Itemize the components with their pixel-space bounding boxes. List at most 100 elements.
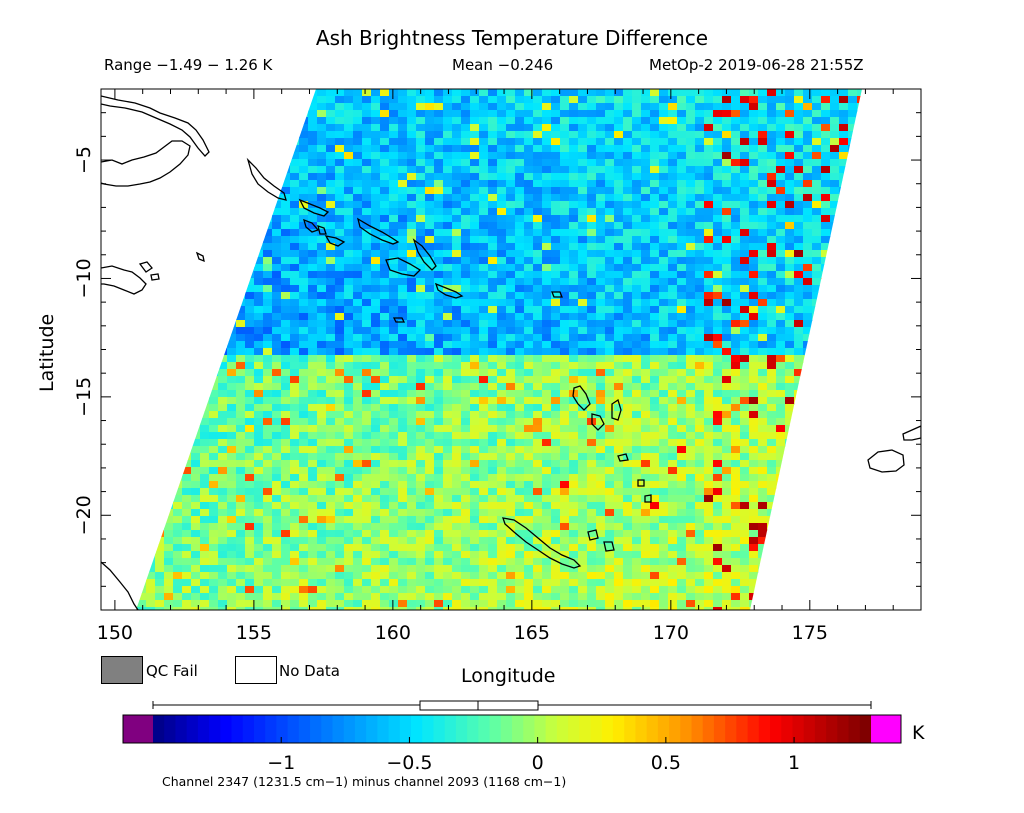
swath-cell	[740, 348, 750, 356]
swath-cell	[866, 425, 876, 433]
swath-cell	[506, 439, 516, 447]
swath-cell	[686, 180, 696, 188]
swath-cell	[596, 117, 606, 125]
swath-cell	[569, 222, 579, 230]
swath-cell	[578, 117, 588, 125]
swath-cell	[461, 215, 471, 223]
swath-cell	[488, 159, 498, 167]
swath-cell	[569, 194, 579, 202]
swath-cell	[209, 383, 219, 391]
swath-cell	[362, 285, 372, 293]
swath-cell	[173, 131, 183, 139]
swath-cell	[155, 439, 165, 447]
swath-cell	[830, 138, 840, 146]
swath-cell	[911, 96, 921, 104]
swath-cell	[641, 222, 651, 230]
swath-cell	[722, 397, 732, 405]
swath-cell	[398, 299, 408, 307]
swath-cell	[794, 257, 804, 265]
swath-cell	[614, 152, 624, 160]
swath-cell	[677, 397, 687, 405]
swath-cell	[623, 145, 633, 153]
swath-cell	[659, 215, 669, 223]
swath-cell	[623, 152, 633, 160]
swath-cell	[614, 418, 624, 426]
swath-cell	[416, 194, 426, 202]
swath-cell	[308, 159, 318, 167]
swath-cell	[866, 341, 876, 349]
swath-cell	[380, 460, 390, 468]
swath-cell	[136, 201, 138, 209]
swath-cell	[209, 411, 219, 419]
swath-cell	[596, 257, 606, 265]
swath-cell	[704, 180, 714, 188]
swath-cell	[299, 355, 309, 363]
swath-cell	[902, 173, 912, 181]
swath-cell	[668, 257, 678, 265]
swath-cell	[263, 194, 273, 202]
swath-cell	[686, 187, 696, 195]
swath-cell	[596, 110, 606, 118]
swath-cell	[317, 418, 327, 426]
swath-cell	[308, 194, 318, 202]
swath-cell	[362, 376, 372, 384]
swath-cell	[776, 145, 786, 153]
swath-cell	[317, 453, 327, 461]
swath-cell	[839, 264, 849, 272]
swath-cell	[596, 425, 606, 433]
swath-cell	[704, 453, 714, 461]
swath-cell	[200, 180, 210, 188]
swath-cell	[398, 334, 408, 342]
swath-cell	[713, 124, 723, 132]
swath-cell	[155, 362, 165, 370]
swath-cell	[236, 355, 246, 363]
swath-cell	[542, 194, 552, 202]
swath-cell	[749, 110, 759, 118]
swath-cell	[704, 173, 714, 181]
swath-cell	[623, 425, 633, 433]
swath-cell	[839, 453, 849, 461]
swath-cell	[875, 194, 885, 202]
swath-cell	[524, 383, 534, 391]
swath-cell	[713, 152, 723, 160]
swath-cell	[749, 138, 759, 146]
swath-cell	[686, 215, 696, 223]
swath-cell	[353, 397, 363, 405]
swath-cell	[848, 397, 858, 405]
swath-cell	[155, 243, 165, 251]
swath-cell	[470, 96, 480, 104]
swath-cell	[182, 418, 192, 426]
swath-cell	[497, 96, 507, 104]
swath-cell	[641, 355, 651, 363]
swath-cell	[659, 257, 669, 265]
swath-cell	[524, 194, 534, 202]
swath-cell	[416, 313, 426, 321]
swath-cell	[506, 180, 516, 188]
swath-cell	[722, 355, 732, 363]
swath-cell	[236, 159, 246, 167]
swath-cell	[605, 138, 615, 146]
swath-cell	[677, 180, 687, 188]
swath-cell	[884, 432, 894, 440]
swath-cell	[389, 145, 399, 153]
swath-cell	[623, 278, 633, 286]
swath-cell	[596, 292, 606, 300]
swath-cell	[506, 264, 516, 272]
swath-cell	[470, 383, 480, 391]
swath-cell	[632, 334, 642, 342]
swath-cell	[497, 222, 507, 230]
swath-cell	[200, 187, 210, 195]
swath-cell	[380, 236, 390, 244]
swath-cell	[506, 362, 516, 370]
swath-cell	[767, 376, 777, 384]
swath-cell	[461, 334, 471, 342]
swath-cell	[659, 222, 669, 230]
swath-cell	[875, 264, 885, 272]
swath-cell	[443, 208, 453, 216]
swath-cell	[173, 271, 183, 279]
swath-cell	[767, 117, 777, 125]
swath-cell	[857, 432, 862, 440]
swath-cell	[263, 404, 273, 412]
swath-cell	[119, 355, 129, 363]
swath-cell	[164, 236, 174, 244]
